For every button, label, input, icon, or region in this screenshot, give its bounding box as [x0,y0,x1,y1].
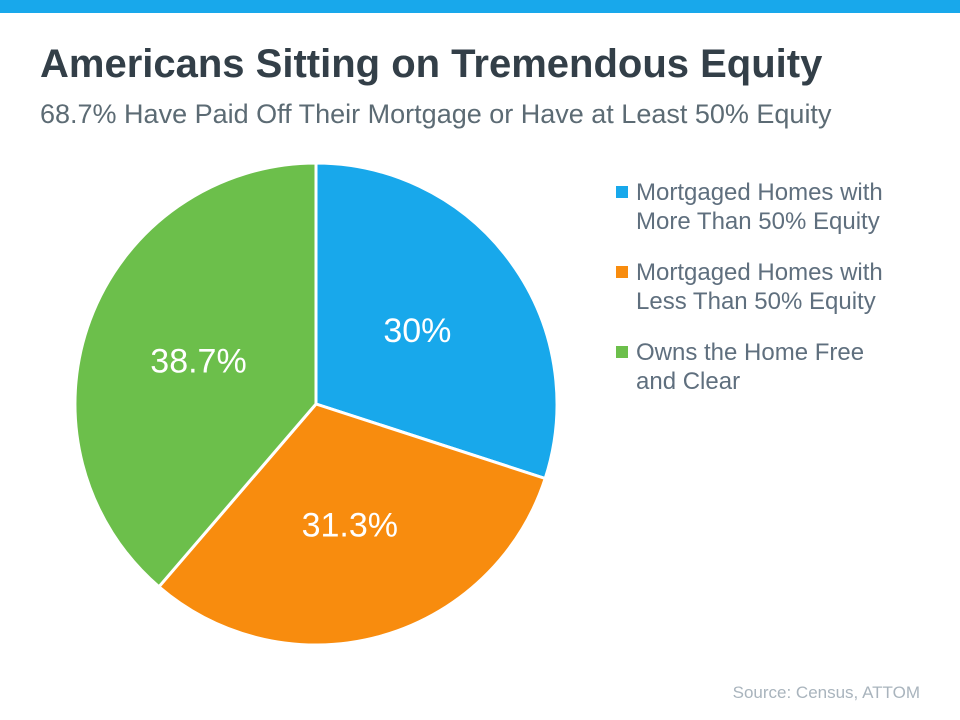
legend-item-0: Mortgaged Homes with More Than 50% Equit… [614,178,894,236]
legend-swatch-icon [616,266,628,278]
chart-legend: Mortgaged Homes with More Than 50% Equit… [614,178,894,418]
legend-item-1: Mortgaged Homes with Less Than 50% Equit… [614,258,894,316]
pie-chart-container: 30% 31.3% 38.7% [60,148,572,660]
page-title: Americans Sitting on Tremendous Equity [40,42,823,86]
pie-chart: 30% 31.3% 38.7% [73,161,559,647]
pie-slice-2 [73,161,318,589]
pie-slice-label-0: 30% [383,312,451,350]
accent-top-bar [0,0,960,13]
legend-label: Mortgaged Homes with More Than 50% Equit… [636,179,883,235]
legend-label: Mortgaged Homes with Less Than 50% Equit… [636,259,883,315]
pie-slice-label-1: 31.3% [302,507,398,545]
source-attribution: Source: Census, ATTOM [732,683,920,702]
pie-slice-0 [314,161,559,480]
legend-label: Owns the Home Free and Clear [636,339,865,395]
pie-slice-1 [157,402,547,647]
pie-slice-label-2: 38.7% [150,342,246,380]
legend-swatch-icon [616,186,628,198]
legend-swatch-icon [616,346,628,358]
page-subtitle: 68.7% Have Paid Off Their Mortgage or Ha… [40,99,832,129]
legend-item-2: Owns the Home Free and Clear [614,338,894,396]
